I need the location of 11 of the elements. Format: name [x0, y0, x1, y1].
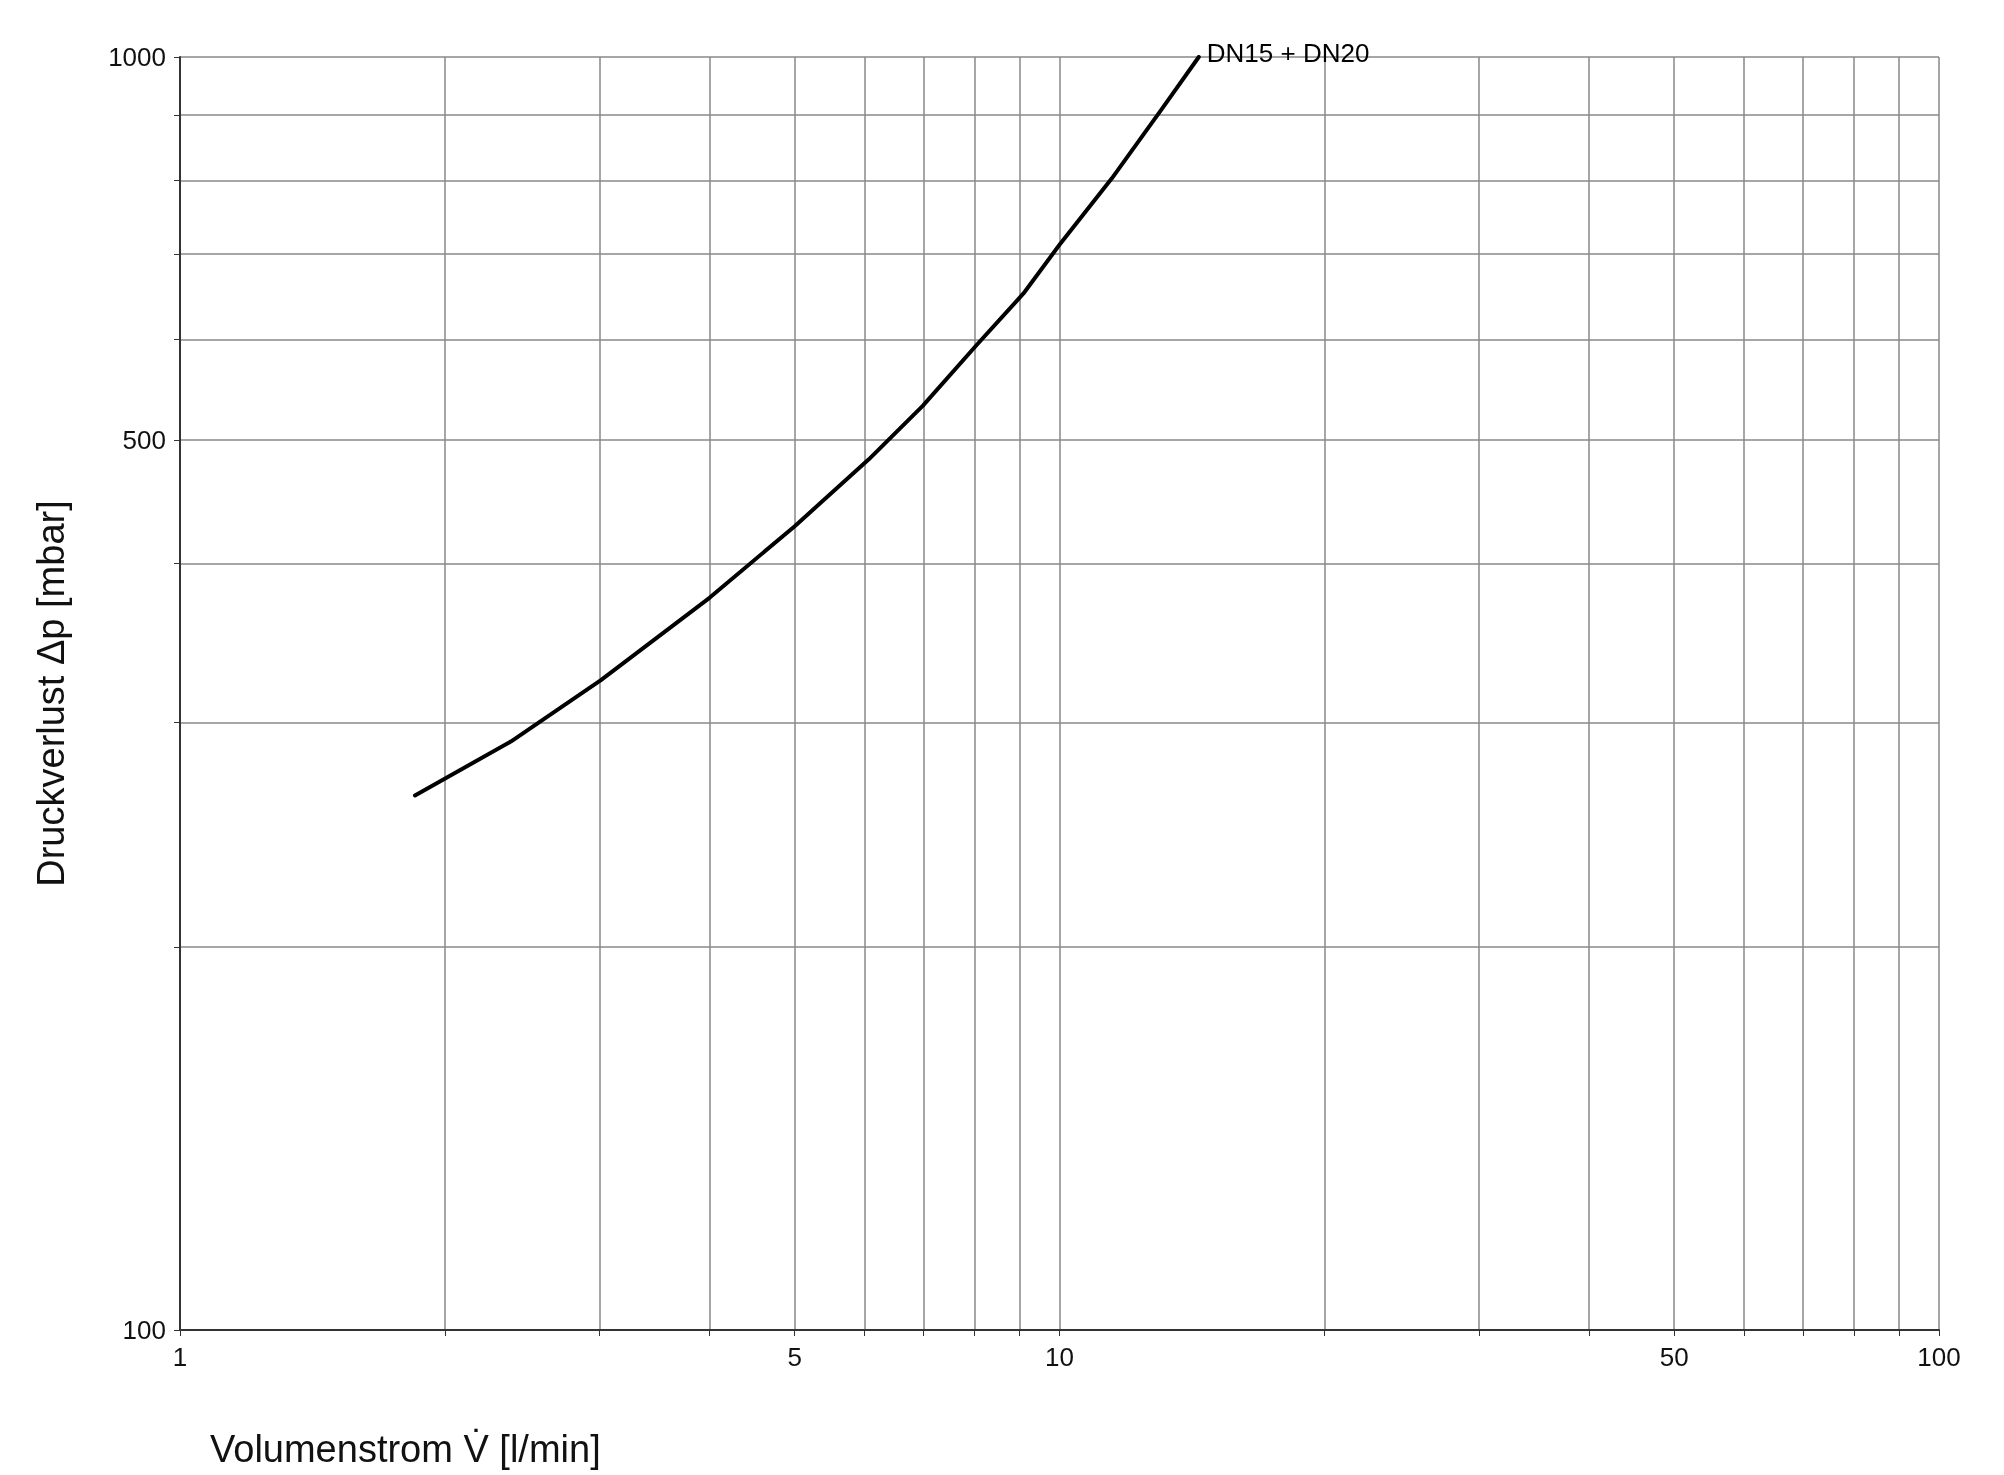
y-axis-title: Druckverlust Δp [mbar]: [30, 500, 72, 887]
y-tick-label: 100: [122, 1315, 166, 1345]
x-tick-label: 10: [1045, 1342, 1074, 1372]
series-label: DN15 + DN20: [1206, 38, 1370, 68]
y-tick-label: 1000: [108, 42, 166, 72]
x-tick-label: 1: [172, 1342, 188, 1372]
x-tick-label: 5: [787, 1342, 802, 1372]
x-tick-label: 100: [1917, 1342, 1961, 1372]
y-tick-label: 500: [122, 425, 166, 456]
x-tick-label: 50: [1659, 1342, 1689, 1372]
x-axis-title: Volumenstrom V̇ [l/min]: [210, 1428, 601, 1470]
